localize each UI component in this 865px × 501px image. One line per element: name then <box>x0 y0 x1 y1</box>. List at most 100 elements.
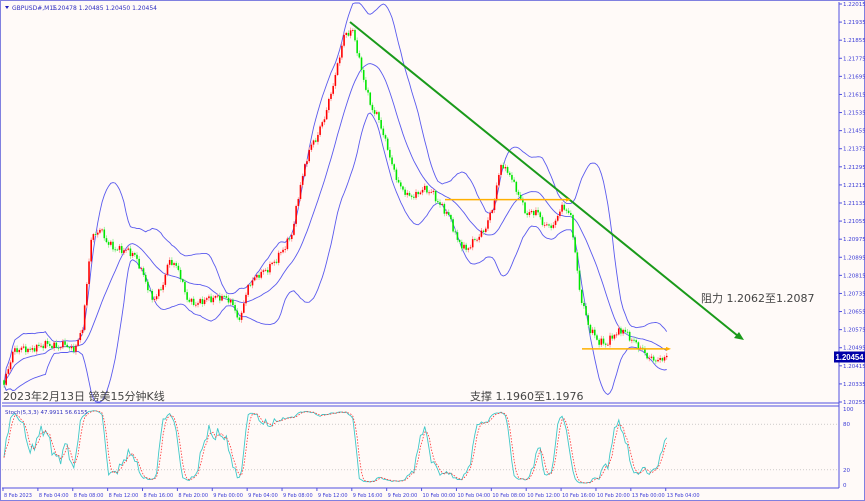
bull-candle <box>81 329 84 334</box>
stoch-level-label: 80 <box>843 422 850 428</box>
bear-candle <box>620 328 622 334</box>
bear-candle <box>593 329 596 336</box>
bull-candle <box>155 296 158 300</box>
bear-candle <box>64 341 66 345</box>
bull-candle <box>208 296 210 299</box>
bull-candle <box>650 356 653 358</box>
price-tick-label: 1.21855 <box>843 38 865 44</box>
bull-candle <box>271 262 273 265</box>
bear-candle <box>434 190 437 202</box>
time-tick-label: 9 Feb 00:00 <box>213 493 243 499</box>
bear-candle <box>378 112 380 121</box>
stoch-main-line <box>3 410 668 484</box>
bear-candle <box>513 179 515 182</box>
bear-candle <box>380 120 382 129</box>
bear-candle <box>275 261 278 263</box>
bull-candle <box>118 246 121 250</box>
bear-candle <box>502 165 505 169</box>
bear-candle <box>391 157 393 165</box>
bull-candle <box>221 295 223 301</box>
bear-candle <box>16 348 18 353</box>
bear-candle <box>570 212 572 215</box>
bear-candle <box>25 346 27 353</box>
collapse-arrow-icon[interactable] <box>5 6 9 9</box>
bear-candle <box>624 329 627 332</box>
bull-candle <box>419 192 422 195</box>
bull-candle <box>5 373 7 385</box>
bear-candle <box>541 217 544 225</box>
bear-candle <box>548 224 550 226</box>
bull-candle <box>543 224 546 226</box>
bull-candle <box>125 249 127 251</box>
bear-candle <box>151 290 154 300</box>
bear-candle <box>177 265 180 270</box>
bollinger-middle <box>3 63 667 385</box>
bear-candle <box>223 295 225 297</box>
bull-candle <box>92 234 95 240</box>
price-tick-label: 1.20735 <box>843 291 865 297</box>
bull-candle <box>336 63 339 76</box>
bear-candle <box>384 135 387 139</box>
bull-candle <box>445 212 448 214</box>
time-tick-label: 9 Feb 12:00 <box>318 493 348 499</box>
bull-candle <box>27 348 29 353</box>
bull-candle <box>663 357 666 361</box>
bull-candle <box>260 271 263 278</box>
bull-candle <box>423 185 426 190</box>
bull-candle <box>306 161 308 165</box>
bull-candle <box>44 341 47 349</box>
bull-candle <box>463 244 465 249</box>
bull-candle <box>301 176 304 185</box>
bull-candle <box>199 299 201 304</box>
bull-candle <box>164 274 167 285</box>
bear-candle <box>129 248 132 257</box>
bear-candle <box>142 268 145 275</box>
bull-candle <box>216 295 219 297</box>
bear-candle <box>288 238 291 240</box>
bull-candle <box>495 185 498 201</box>
bear-candle <box>347 32 350 36</box>
bull-candle <box>253 277 256 281</box>
bear-candle <box>94 234 97 235</box>
bear-candle <box>354 30 356 41</box>
bull-candle <box>251 280 254 286</box>
bear-candle <box>399 182 402 187</box>
price-tick-label: 1.20895 <box>843 255 865 261</box>
downtrend-line <box>349 21 739 337</box>
price-tick-label: 1.20575 <box>843 328 865 334</box>
price-tick-label: 1.21775 <box>843 56 865 62</box>
bull-candle <box>123 250 125 253</box>
price-tick-label: 1.20415 <box>843 364 865 370</box>
bear-candle <box>583 302 585 307</box>
bear-candle <box>42 345 45 349</box>
ohlc-label: 1.20478 1.20485 1.20450 1.20454 <box>52 5 157 12</box>
chart-title-annotation: 2023年2月13日 镑美15分钟K线 <box>3 389 165 403</box>
bollinger-upper <box>3 2 668 385</box>
price-tick-label: 1.21215 <box>843 183 865 189</box>
bull-candle <box>617 328 620 335</box>
bear-candle <box>188 299 191 302</box>
bear-candle <box>585 306 587 316</box>
bear-candle <box>646 352 648 359</box>
bear-candle <box>393 164 396 170</box>
bull-candle <box>214 295 217 298</box>
bear-candle <box>537 210 539 213</box>
bull-candle <box>469 247 472 249</box>
bear-candle <box>539 212 542 218</box>
bull-candle <box>489 212 491 221</box>
bull-candle <box>90 239 92 262</box>
bull-candle <box>428 192 430 194</box>
bull-candle <box>657 359 659 362</box>
bull-candle <box>53 342 55 349</box>
bear-candle <box>51 345 53 349</box>
time-tick-label: 10 Feb 12:00 <box>527 493 560 499</box>
bull-candle <box>317 134 319 142</box>
bull-candle <box>415 191 417 198</box>
bear-candle <box>33 348 36 352</box>
bull-candle <box>166 264 169 275</box>
bear-candle <box>55 342 58 348</box>
bear-candle <box>3 380 5 385</box>
bear-candle <box>628 331 631 341</box>
bear-candle <box>192 298 195 306</box>
